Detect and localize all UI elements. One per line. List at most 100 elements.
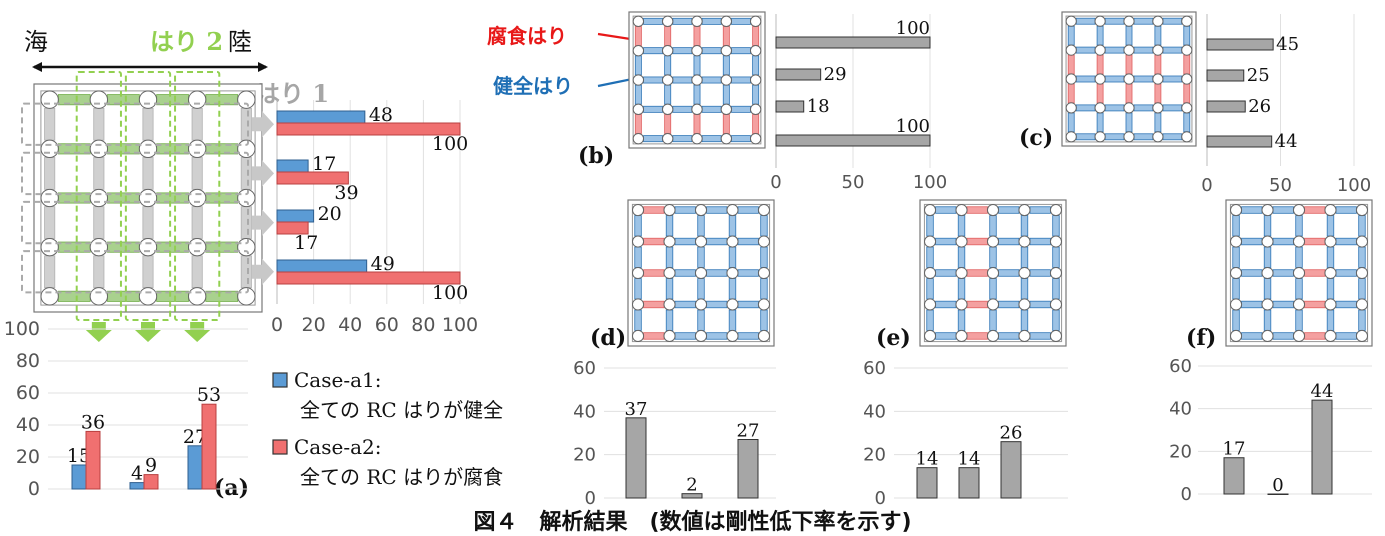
bar [625, 417, 647, 499]
y-tick-label: 60 [573, 358, 596, 379]
chart-d: 0 20 40 60 37 2 27 [573, 358, 776, 509]
beam [728, 215, 737, 237]
y-tick-label: 60 [863, 358, 886, 379]
beam [142, 206, 154, 239]
beam [1263, 246, 1272, 268]
pile [89, 188, 109, 208]
pile [1292, 203, 1306, 217]
beam [240, 157, 252, 190]
legend-case-a2-name: Case-a2: [294, 435, 381, 459]
pile [237, 139, 256, 159]
sea-label: 海 [24, 28, 48, 56]
beam [664, 26, 672, 46]
y-tick-label: 40 [573, 401, 596, 422]
data-label: 49 [371, 253, 395, 275]
pile [1292, 266, 1306, 280]
bar [143, 474, 159, 490]
beam [1104, 104, 1125, 112]
pile [1355, 235, 1369, 248]
bar [1311, 399, 1333, 495]
data-label: 0 [1272, 475, 1283, 496]
pile [1094, 15, 1106, 27]
grid-f [1225, 199, 1373, 347]
y-tick-label: 20 [573, 445, 596, 466]
beam [966, 206, 988, 214]
beam [1326, 246, 1335, 268]
beam [1029, 269, 1051, 277]
data-label: 36 [81, 411, 105, 433]
data-label: 44 [1275, 131, 1298, 152]
y-tick-label: 0 [875, 488, 886, 509]
pile [187, 237, 207, 257]
y-tick-label: 60 [1169, 356, 1192, 377]
beam [1183, 54, 1191, 75]
beam [240, 206, 252, 239]
beam [674, 206, 696, 214]
beam [634, 55, 642, 76]
bar [276, 122, 461, 136]
beam1-arrow [252, 160, 274, 187]
beam [752, 55, 760, 76]
pile [138, 237, 158, 257]
panel-a-label: (a) [214, 475, 249, 501]
pile [662, 74, 674, 86]
beam [722, 84, 730, 105]
pile [187, 139, 207, 159]
pile [632, 103, 645, 115]
beam [643, 269, 665, 277]
beam [93, 107, 105, 141]
pile [187, 287, 207, 306]
beam [1183, 25, 1191, 46]
x-tick-label: 20 [302, 314, 326, 336]
pile [1292, 298, 1306, 311]
beam [1133, 46, 1154, 54]
beam [1052, 309, 1060, 331]
pile [726, 235, 739, 248]
beam [191, 157, 203, 190]
beam [1067, 54, 1075, 75]
pile [1292, 235, 1306, 248]
beam [1029, 206, 1051, 214]
beam [665, 278, 674, 300]
beam [1104, 17, 1125, 25]
beam [1154, 112, 1162, 133]
beam [1358, 246, 1366, 268]
beam [693, 114, 701, 134]
pile [632, 132, 645, 145]
pile [663, 266, 676, 280]
beam [998, 332, 1020, 340]
corroded-beam-label: 腐食はり [487, 24, 567, 48]
beam [191, 107, 203, 141]
beam1-group-outline [21, 151, 249, 196]
pile [632, 45, 645, 57]
beam [672, 105, 693, 113]
beam [1154, 54, 1162, 75]
y-tick-label: 40 [16, 414, 40, 436]
bar [775, 36, 931, 49]
beam [142, 107, 154, 141]
beam [674, 332, 696, 340]
pile [726, 329, 739, 343]
beam [156, 94, 189, 106]
beam [706, 269, 728, 277]
pile [726, 266, 739, 280]
pile [1094, 102, 1106, 114]
beam2-label: はり 2 [150, 27, 223, 56]
pile [1152, 102, 1164, 114]
beam [731, 135, 751, 143]
beam [1304, 269, 1326, 277]
beam [634, 26, 642, 46]
pile [89, 90, 109, 109]
beam [752, 84, 760, 105]
pile [1181, 131, 1193, 143]
grid-d [627, 199, 775, 347]
beam [722, 55, 730, 76]
grid-e [919, 199, 1067, 347]
pile [1018, 266, 1031, 280]
legend: Case-a1: 全ての RC はりが健全 Case-a2: 全ての RC はり… [272, 368, 503, 489]
beam1-group-outline [21, 200, 249, 245]
pile [749, 15, 762, 28]
pile [1355, 266, 1369, 280]
beam [44, 255, 56, 289]
